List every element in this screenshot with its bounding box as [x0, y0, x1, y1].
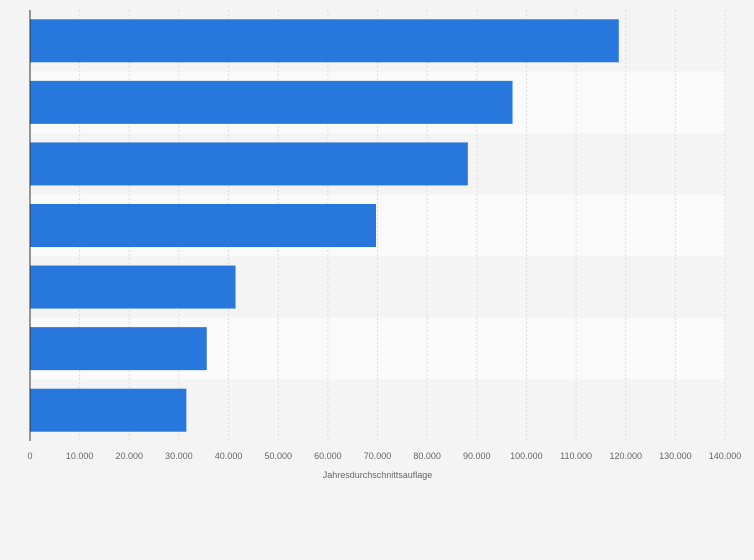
x-tick-label: 10.000 [66, 451, 94, 461]
x-tick-label: 140.000 [709, 451, 742, 461]
x-tick-label: 70.000 [364, 451, 392, 461]
bar[interactable] [30, 265, 236, 309]
bar[interactable] [30, 204, 377, 247]
x-axis-title: Jahresdurchschnittsauflage [323, 470, 433, 480]
x-tick-label: 40.000 [215, 451, 243, 461]
x-tick-label: 130.000 [659, 451, 692, 461]
x-tick-label: 20.000 [116, 451, 144, 461]
x-tick-label: 110.000 [560, 451, 592, 461]
x-tick-label: 0 [27, 451, 32, 461]
x-tick-label: 30.000 [165, 451, 193, 461]
x-tick-label: 120.000 [609, 451, 642, 461]
bar[interactable] [30, 19, 619, 63]
x-tick-label: 100.000 [510, 451, 543, 461]
bar[interactable] [30, 327, 207, 371]
x-tick-label: 80.000 [413, 451, 441, 461]
bar[interactable] [30, 388, 187, 432]
bar[interactable] [30, 80, 513, 124]
x-tick-label: 50.000 [264, 451, 292, 461]
bar[interactable] [30, 142, 468, 186]
x-tick-label: 90.000 [463, 451, 491, 461]
bars [30, 19, 619, 432]
x-axis-ticks: 0 10.000 20.000 30.000 40.000 50.000 60.000 70.… [27, 451, 741, 461]
x-tick-label: 60.000 [314, 451, 342, 461]
